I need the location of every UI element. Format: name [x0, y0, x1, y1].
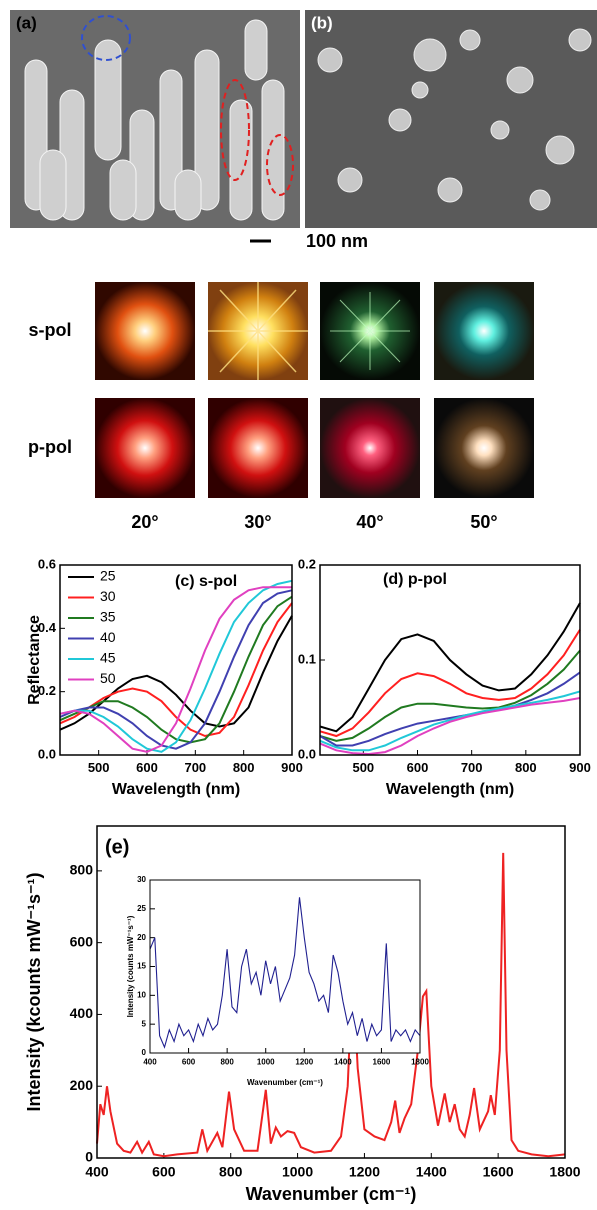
x-tick-label: 600 [407, 760, 429, 775]
y-tick-label: 0 [85, 1149, 93, 1165]
x-tick-label: 600 [152, 1163, 176, 1179]
y-tick-label: 5 [142, 1019, 147, 1028]
angle-label: 30° [244, 512, 271, 532]
y-tick-label: 200 [70, 1077, 94, 1093]
row-label: p-pol [28, 437, 72, 457]
y-tick-label: 20 [137, 933, 146, 942]
plot-frame [60, 565, 292, 755]
data-line [60, 603, 292, 736]
panel-title: (e) [105, 836, 129, 858]
x-tick-label: 800 [220, 1057, 234, 1066]
x-tick-label: 800 [219, 1163, 243, 1179]
y-tick-label: 25 [137, 904, 146, 913]
row-label: s-pol [29, 320, 72, 340]
legend-label: 45 [100, 650, 116, 666]
x-axis-label: Wavenumber (cm⁻¹) [247, 1078, 323, 1087]
photo-grid [95, 282, 534, 498]
legend-label: 30 [100, 588, 116, 604]
x-axis-label: Wavelength (nm) [112, 781, 240, 798]
y-tick-label: 600 [70, 933, 94, 949]
y-tick-label: 800 [70, 862, 94, 878]
data-line [60, 597, 292, 743]
panel-title: (c) s-pol [175, 573, 237, 590]
x-axis-label: Wavelength (nm) [386, 781, 514, 798]
x-tick-label: 600 [136, 760, 158, 775]
legend-label: 40 [100, 629, 116, 645]
y-axis-label: Intensity (counts mW⁻¹s⁻¹) [126, 915, 135, 1017]
x-tick-label: 1000 [282, 1163, 313, 1179]
y-tick-label: 10 [137, 990, 146, 999]
x-tick-label: 500 [352, 760, 374, 775]
y-tick-label: 0.2 [298, 556, 316, 571]
x-tick-label: 800 [233, 760, 255, 775]
x-tick-label: 1000 [257, 1057, 275, 1066]
x-tick-label: 1200 [295, 1057, 313, 1066]
legend-label: 50 [100, 670, 116, 686]
x-tick-label: 900 [281, 760, 303, 775]
scale-bar-label: 100 nm [306, 231, 368, 251]
y-tick-label: 0 [142, 1048, 147, 1057]
data-line [320, 603, 580, 731]
legend-label: 25 [100, 568, 116, 584]
x-tick-label: 600 [182, 1057, 196, 1066]
x-tick-label: 1400 [416, 1163, 447, 1179]
x-tick-label: 700 [184, 760, 206, 775]
x-tick-label: 1200 [349, 1163, 380, 1179]
y-tick-label: 30 [137, 875, 146, 884]
y-tick-label: 0.1 [298, 651, 316, 666]
x-tick-label: 500 [88, 760, 110, 775]
y-tick-label: 0.0 [38, 746, 56, 761]
x-tick-label: 400 [85, 1163, 109, 1179]
y-axis-label: Intensity (kcounts mW⁻¹s⁻¹) [24, 872, 44, 1111]
y-tick-label: 0.0 [298, 746, 316, 761]
x-tick-label: 400 [143, 1057, 157, 1066]
panel-label: (b) [311, 13, 333, 32]
y-tick-label: 400 [70, 1005, 94, 1021]
angle-label: 40° [356, 512, 383, 532]
x-tick-label: 700 [461, 760, 483, 775]
x-axis-label: Wavenumber (cm⁻¹) [246, 1184, 417, 1204]
y-axis-label: Reflectance [26, 615, 43, 705]
x-tick-label: 1600 [483, 1163, 514, 1179]
x-tick-label: 900 [569, 760, 591, 775]
x-tick-label: 1800 [549, 1163, 580, 1179]
x-tick-label: 1600 [373, 1057, 391, 1066]
angle-label: 20° [131, 512, 158, 532]
legend-label: 35 [100, 609, 116, 625]
y-tick-label: 15 [137, 962, 146, 971]
figure: (a) (b) 100 nm s-pol p-pol 20° 30° 40° 5… [0, 0, 597, 1210]
x-tick-label: 1400 [334, 1057, 352, 1066]
page: { "images": {"labels": ["(a)", "(b)"], "… [0, 0, 597, 1210]
x-tick-label: 800 [515, 760, 537, 775]
panel-label: (a) [16, 13, 37, 32]
inset-background [150, 880, 420, 1053]
sem-image-a [10, 10, 300, 228]
angle-label: 50° [470, 512, 497, 532]
x-tick-label: 1800 [411, 1057, 429, 1066]
y-tick-label: 0.6 [38, 556, 56, 571]
sem-image-b [305, 10, 597, 228]
panel-title: (d) p-pol [383, 571, 447, 588]
